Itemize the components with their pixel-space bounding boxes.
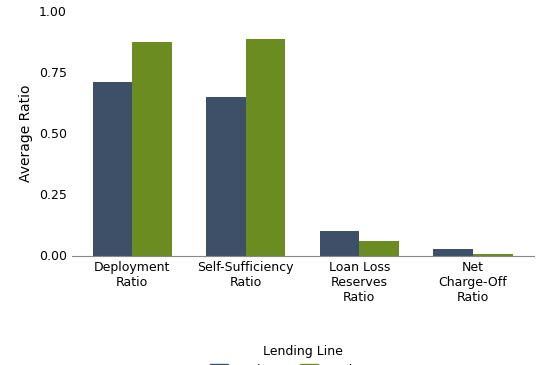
- Bar: [320, 231, 359, 256]
- Bar: [132, 42, 172, 256]
- Bar: [433, 249, 473, 256]
- Bar: [473, 254, 513, 255]
- Bar: [359, 241, 399, 255]
- Legend: Business, Real Estate: Business, Real Estate: [205, 340, 400, 365]
- Bar: [92, 82, 132, 256]
- Y-axis label: Average Ratio: Average Ratio: [19, 84, 33, 182]
- Bar: [206, 96, 246, 256]
- Bar: [246, 39, 285, 256]
